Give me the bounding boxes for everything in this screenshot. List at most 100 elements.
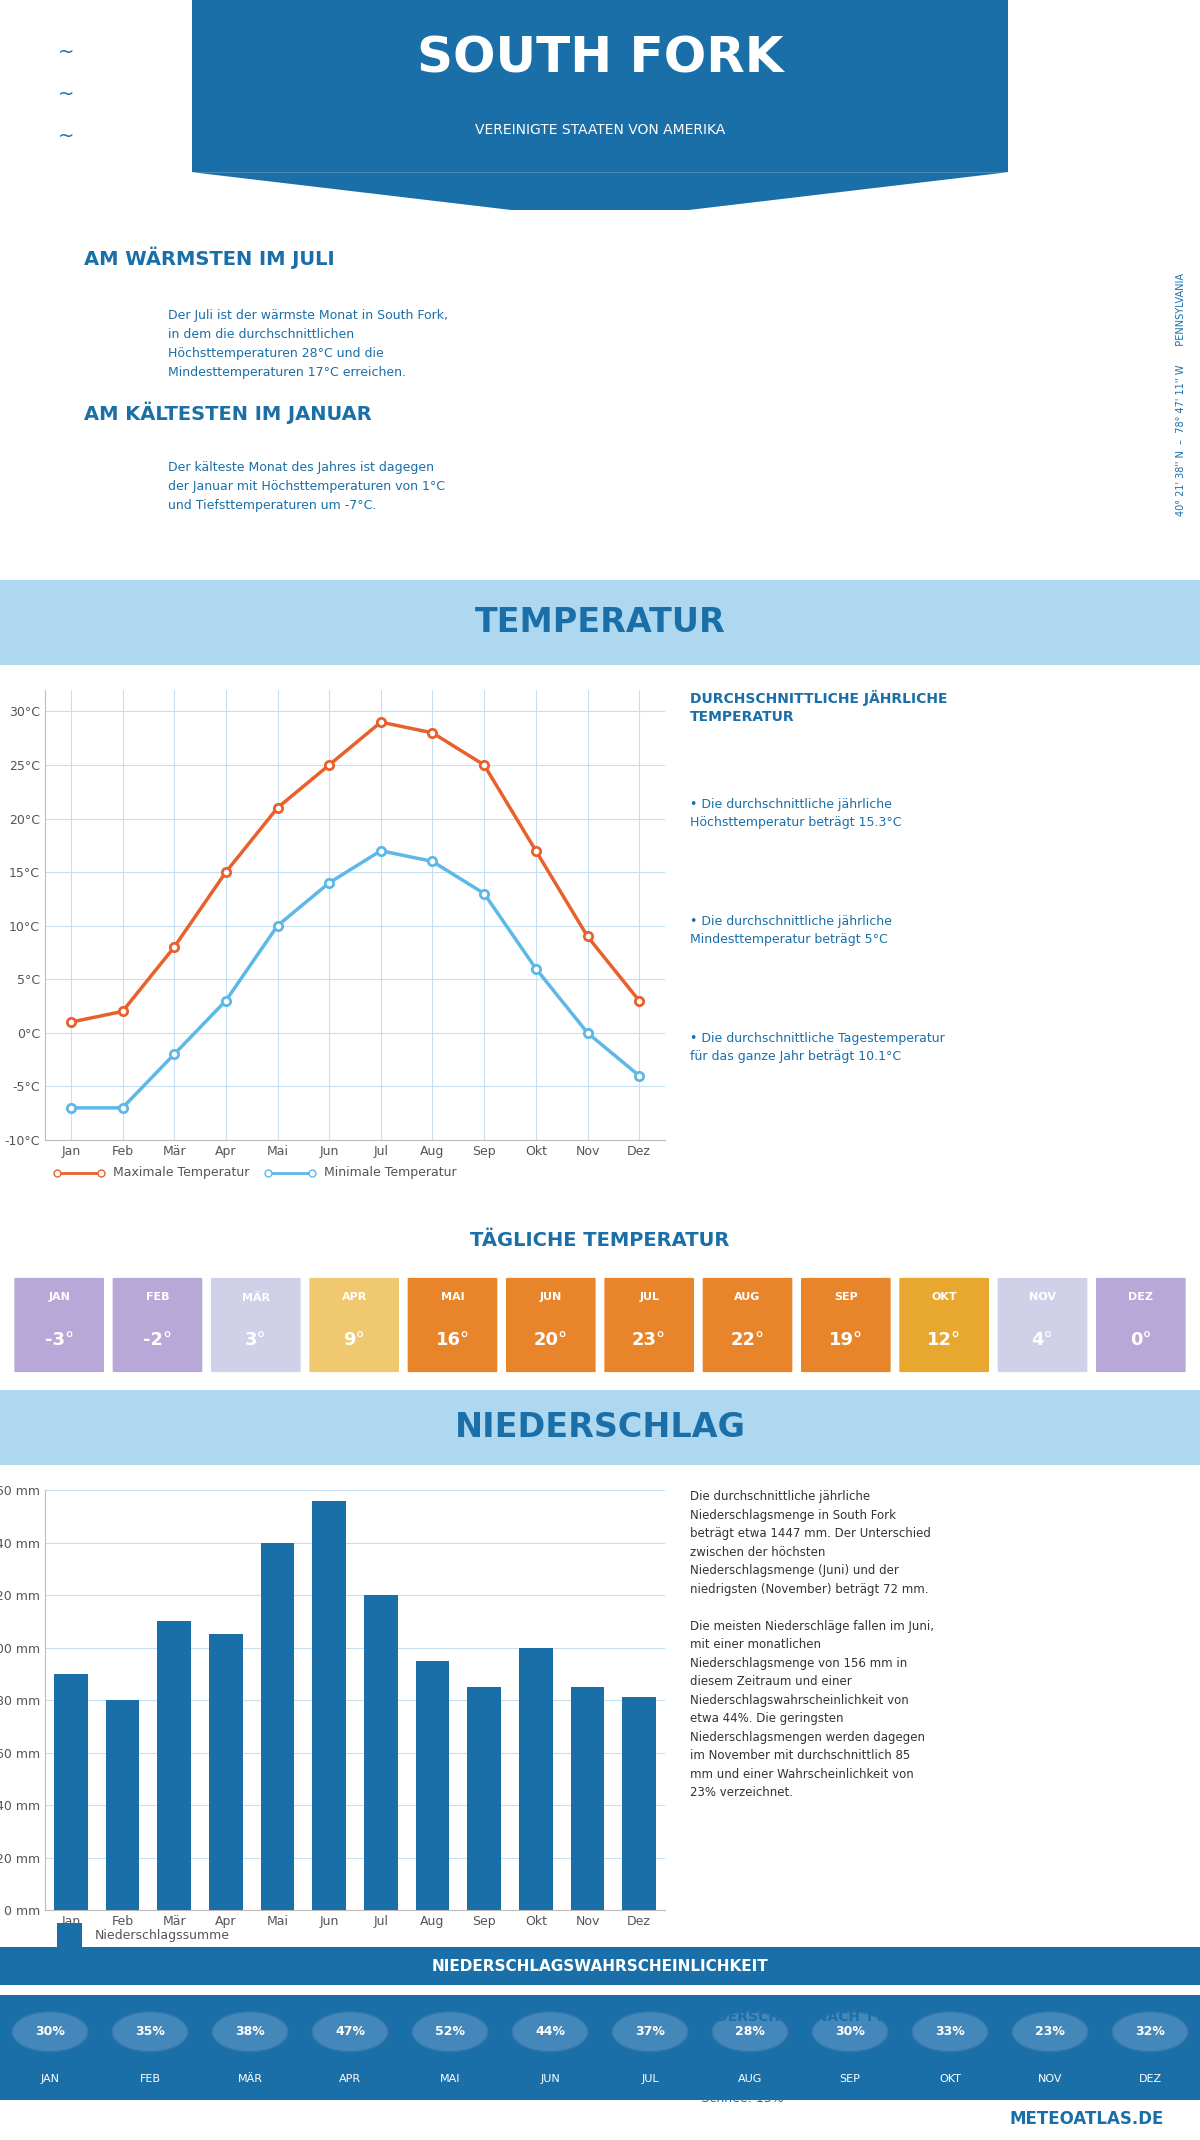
Text: Minimale Temperatur: Minimale Temperatur	[324, 1166, 457, 1179]
Text: • Die durchschnittliche Tagestemperatur
für das ganze Jahr beträgt 10.1°C: • Die durchschnittliche Tagestemperatur …	[690, 1031, 944, 1064]
Text: APR: APR	[338, 2074, 361, 2084]
FancyBboxPatch shape	[192, 0, 1008, 171]
Text: 0°: 0°	[1130, 1331, 1152, 1348]
FancyBboxPatch shape	[602, 1275, 695, 1374]
Text: DEZ: DEZ	[1128, 1293, 1153, 1303]
Text: 3°: 3°	[245, 1331, 266, 1348]
FancyBboxPatch shape	[58, 1924, 82, 1947]
Circle shape	[712, 2012, 788, 2052]
FancyBboxPatch shape	[407, 1275, 499, 1374]
Text: 37%: 37%	[635, 2024, 665, 2037]
Circle shape	[12, 2012, 88, 2052]
Text: DURCHSCHNITTLICHE JÄHRLICHE
TEMPERATUR: DURCHSCHNITTLICHE JÄHRLICHE TEMPERATUR	[690, 689, 948, 725]
Text: DEZ: DEZ	[1139, 2074, 1162, 2084]
FancyBboxPatch shape	[0, 1947, 1200, 1986]
Text: -3°: -3°	[44, 1331, 73, 1348]
Bar	[520, 1648, 553, 1911]
FancyBboxPatch shape	[799, 1275, 892, 1374]
Circle shape	[912, 2012, 988, 2052]
FancyBboxPatch shape	[0, 1389, 1200, 1466]
FancyBboxPatch shape	[701, 1275, 793, 1374]
Bar	[415, 1661, 449, 1911]
Text: 19°: 19°	[829, 1331, 863, 1348]
Text: 28%: 28%	[736, 2024, 764, 2037]
Text: 33%: 33%	[935, 2024, 965, 2037]
Circle shape	[312, 2012, 388, 2052]
Bar	[623, 1697, 656, 1911]
Text: ~: ~	[58, 86, 74, 105]
Text: 35%: 35%	[136, 2024, 164, 2037]
Text: TÄGLICHE TEMPERATUR: TÄGLICHE TEMPERATUR	[470, 1230, 730, 1250]
Text: ~: ~	[58, 126, 74, 146]
Text: JUN: JUN	[540, 1293, 562, 1303]
Text: MAI: MAI	[440, 1293, 464, 1303]
Text: 44%: 44%	[535, 2024, 565, 2037]
Text: 47%: 47%	[335, 2024, 365, 2037]
Text: OKT: OKT	[940, 2074, 961, 2084]
Text: JUN: JUN	[540, 2074, 560, 2084]
Text: • Die durchschnittliche jährliche
Höchsttemperatur beträgt 15.3°C: • Die durchschnittliche jährliche Höchst…	[690, 798, 901, 828]
Bar	[571, 1686, 605, 1911]
Text: 32%: 32%	[1135, 2024, 1165, 2037]
Text: -2°: -2°	[143, 1331, 172, 1348]
Text: Maximale Temperatur: Maximale Temperatur	[113, 1166, 250, 1179]
Bar	[467, 1686, 500, 1911]
Text: NIEDERSCHLAG NACH TYP: NIEDERSCHLAG NACH TYP	[690, 2009, 895, 2024]
Text: APR: APR	[342, 1293, 367, 1303]
Text: ~: ~	[58, 43, 74, 62]
Text: 38%: 38%	[235, 2024, 265, 2037]
Text: Niederschlagssumme: Niederschlagssumme	[95, 1928, 229, 1941]
Text: • Schnee: 13%: • Schnee: 13%	[690, 2091, 784, 2104]
Text: Die durchschnittliche jährliche
Niederschlagsmenge in South Fork
beträgt etwa 14: Die durchschnittliche jährliche Niedersc…	[690, 1489, 934, 1800]
Circle shape	[412, 2012, 488, 2052]
Circle shape	[512, 2012, 588, 2052]
Text: • Regen: 87%: • Regen: 87%	[690, 2057, 778, 2069]
FancyBboxPatch shape	[0, 578, 1200, 666]
FancyBboxPatch shape	[210, 1275, 302, 1374]
FancyBboxPatch shape	[505, 1275, 598, 1374]
Text: AM KÄLTESTEN IM JANUAR: AM KÄLTESTEN IM JANUAR	[84, 402, 372, 424]
Text: 23%: 23%	[1036, 2024, 1064, 2037]
Text: FEB: FEB	[145, 1293, 169, 1303]
Circle shape	[612, 2012, 688, 2052]
Circle shape	[212, 2012, 288, 2052]
Text: NIEDERSCHLAGSWAHRSCHEINLICHKEIT: NIEDERSCHLAGSWAHRSCHEINLICHKEIT	[432, 1958, 768, 1973]
Text: Der Juli ist der wärmste Monat in South Fork,
in dem die durchschnittlichen
Höch: Der Juli ist der wärmste Monat in South …	[168, 308, 448, 379]
Bar	[106, 1699, 139, 1911]
Text: TEMPERATUR: TEMPERATUR	[475, 606, 725, 640]
FancyBboxPatch shape	[898, 1275, 990, 1374]
Text: MÄR: MÄR	[242, 1293, 270, 1303]
Text: 12°: 12°	[928, 1331, 961, 1348]
Bar	[260, 1543, 294, 1911]
FancyBboxPatch shape	[0, 1994, 1200, 2099]
Polygon shape	[192, 171, 1008, 220]
Bar	[157, 1622, 191, 1911]
Text: NOV: NOV	[1030, 1293, 1056, 1303]
Text: JAN: JAN	[48, 1293, 70, 1303]
Circle shape	[1012, 2012, 1088, 2052]
FancyBboxPatch shape	[996, 1275, 1088, 1374]
Text: 16°: 16°	[436, 1331, 469, 1348]
Text: FEB: FEB	[139, 2074, 161, 2084]
Text: Der kälteste Monat des Jahres ist dagegen
der Januar mit Höchsttemperaturen von : Der kälteste Monat des Jahres ist dagege…	[168, 460, 445, 511]
Text: JUL: JUL	[640, 1293, 659, 1303]
FancyBboxPatch shape	[1094, 1275, 1187, 1374]
Text: SOUTH FORK: SOUTH FORK	[416, 34, 784, 83]
Text: 22°: 22°	[731, 1331, 764, 1348]
Bar	[312, 1500, 346, 1911]
Text: MAI: MAI	[439, 2074, 461, 2084]
Text: 20°: 20°	[534, 1331, 568, 1348]
Text: OKT: OKT	[931, 1293, 956, 1303]
FancyBboxPatch shape	[308, 1275, 401, 1374]
Text: AUG: AUG	[738, 2074, 762, 2084]
Text: VEREINIGTE STAATEN VON AMERIKA: VEREINIGTE STAATEN VON AMERIKA	[475, 124, 725, 137]
Text: NOV: NOV	[1038, 2074, 1062, 2084]
Bar	[209, 1635, 242, 1911]
Text: JUL: JUL	[641, 2074, 659, 2084]
Text: 23°: 23°	[632, 1331, 666, 1348]
FancyBboxPatch shape	[13, 1275, 106, 1374]
Circle shape	[812, 2012, 888, 2052]
Bar	[364, 1594, 397, 1911]
Text: MÄR: MÄR	[238, 2074, 263, 2084]
Text: SEP: SEP	[840, 2074, 860, 2084]
